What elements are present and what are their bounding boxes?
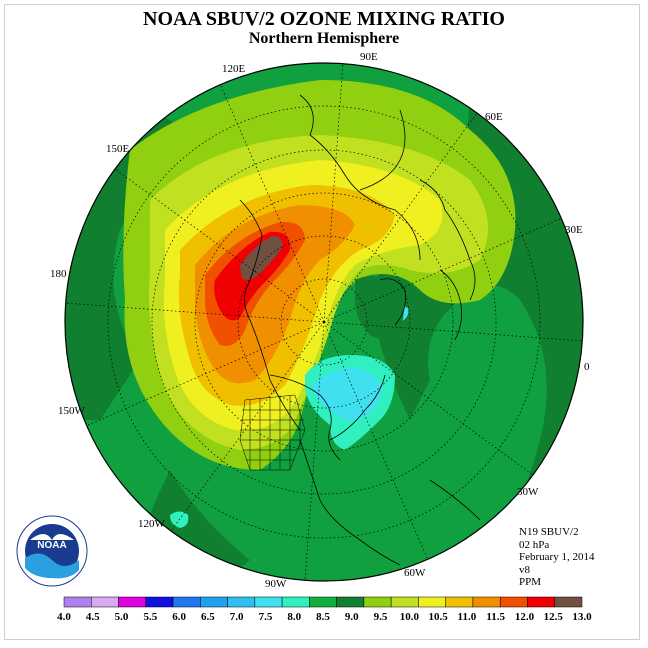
lon-label-120e: 120E bbox=[222, 63, 246, 75]
info-block: N19 SBUV/2 02 hPa February 1, 2014 v8 PP… bbox=[519, 526, 594, 589]
noaa-logo: NOAA bbox=[16, 515, 88, 587]
info-version: v8 bbox=[519, 563, 530, 576]
lon-label-30w: 30W bbox=[517, 486, 539, 498]
lon-label-90w: 90W bbox=[265, 578, 287, 590]
lon-label-60w: 60W bbox=[404, 567, 426, 579]
info-date: February 1, 2014 bbox=[519, 551, 595, 563]
coastlines bbox=[239, 94, 481, 566]
page-title: NOAA SBUV/2 OZONE MIXING RATIO bbox=[143, 8, 505, 30]
graticule bbox=[64, 62, 584, 582]
info-instrument: N19 SBUV/2 bbox=[519, 526, 579, 538]
page-subtitle: Northern Hemisphere bbox=[248, 30, 400, 47]
lon-label-150e: 150E bbox=[106, 143, 130, 155]
noaa-logo-text: NOAA bbox=[37, 540, 66, 551]
lon-label-150w: 150W bbox=[58, 405, 86, 417]
lon-label-180: 180 bbox=[50, 268, 67, 280]
longitude-labels: 90E 60E 30E 0 30W 60W 90W 120W 150W 180 … bbox=[50, 51, 590, 590]
lon-label-0: 0 bbox=[584, 361, 590, 373]
globe-outline bbox=[64, 62, 584, 582]
lon-label-120w: 120W bbox=[138, 518, 166, 530]
lon-label-30e: 30E bbox=[565, 224, 583, 236]
lon-label-60e: 60E bbox=[485, 111, 503, 123]
info-units: PPM bbox=[519, 576, 542, 588]
lon-label-90e: 90E bbox=[360, 51, 378, 63]
hatched-region bbox=[239, 394, 306, 471]
image-frame bbox=[4, 4, 640, 640]
ozone-field bbox=[65, 63, 583, 581]
info-level: 02 hPa bbox=[519, 538, 550, 551]
